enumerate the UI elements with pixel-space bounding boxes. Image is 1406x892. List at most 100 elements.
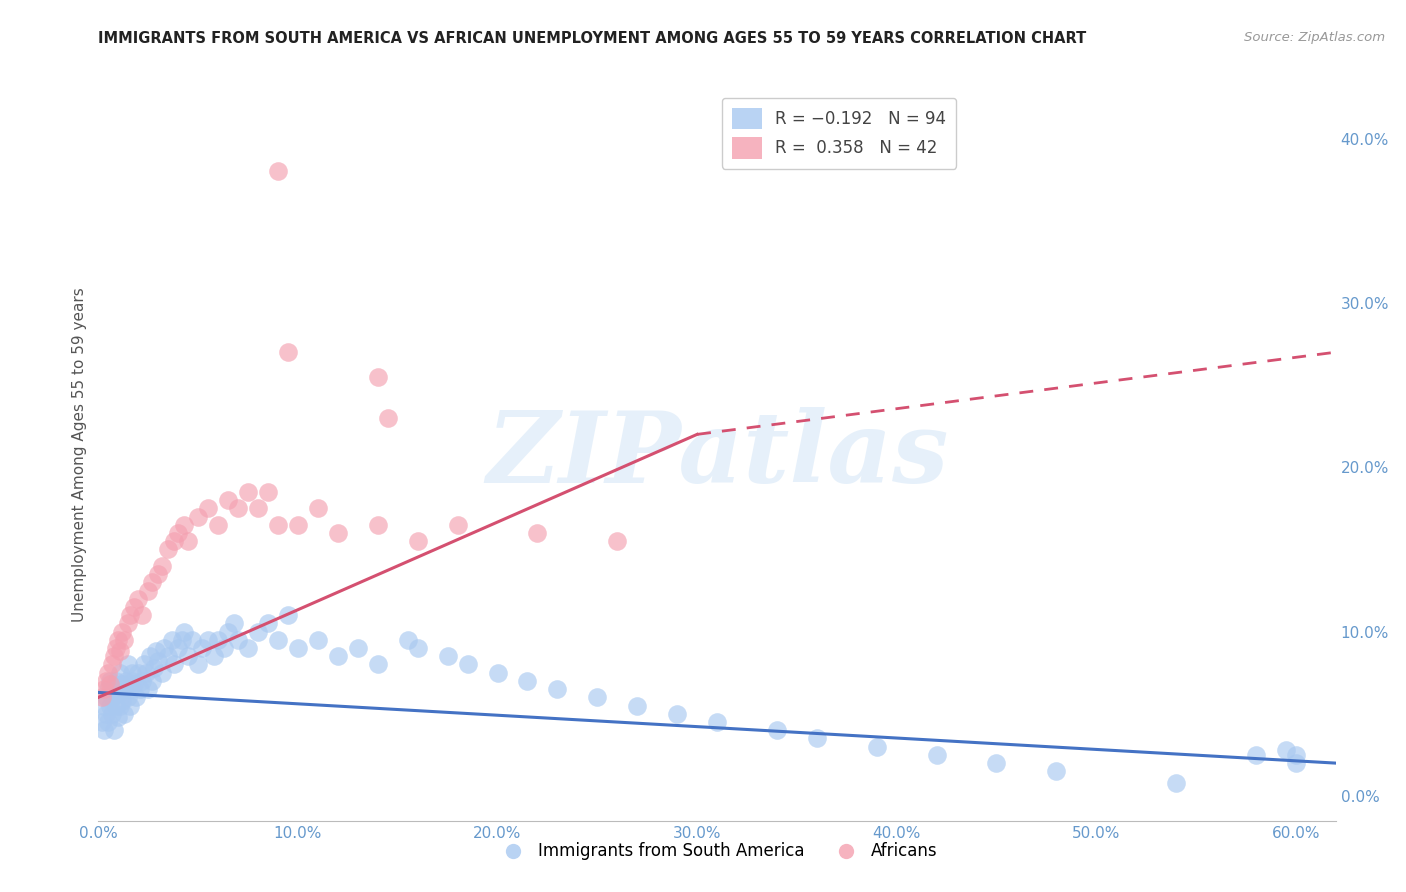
Point <box>131 608 153 623</box>
Point <box>167 526 190 541</box>
Point <box>367 517 389 532</box>
Y-axis label: Unemployment Among Ages 55 to 59 years: Unemployment Among Ages 55 to 59 years <box>72 287 87 623</box>
Point <box>93 723 115 738</box>
Point <box>117 616 139 631</box>
Point <box>181 632 204 647</box>
Point <box>148 567 170 582</box>
Point <box>326 649 349 664</box>
Point <box>177 534 200 549</box>
Point <box>112 706 135 721</box>
Point <box>436 649 458 664</box>
Point <box>516 673 538 688</box>
Point <box>1244 747 1267 762</box>
Point <box>267 632 290 647</box>
Point <box>121 673 143 688</box>
Point <box>117 690 139 705</box>
Point <box>136 682 159 697</box>
Point <box>486 665 509 680</box>
Point <box>111 624 134 639</box>
Point <box>307 632 329 647</box>
Point <box>1045 764 1067 779</box>
Point <box>101 657 124 672</box>
Point <box>277 608 299 623</box>
Point <box>307 501 329 516</box>
Point <box>91 714 114 729</box>
Point <box>100 698 122 713</box>
Point <box>173 517 195 532</box>
Point <box>163 657 186 672</box>
Point <box>125 690 148 705</box>
Point <box>112 682 135 697</box>
Point <box>287 641 309 656</box>
Point <box>124 599 146 614</box>
Point <box>191 641 214 656</box>
Point <box>666 706 689 721</box>
Point <box>226 632 249 647</box>
Point <box>96 706 118 721</box>
Point <box>107 710 129 724</box>
Text: IMMIGRANTS FROM SOUTH AMERICA VS AFRICAN UNEMPLOYMENT AMONG AGES 55 TO 59 YEARS : IMMIGRANTS FROM SOUTH AMERICA VS AFRICAN… <box>98 31 1087 46</box>
Point <box>167 641 190 656</box>
Point <box>153 641 176 656</box>
Point <box>157 542 180 557</box>
Point <box>257 616 280 631</box>
Point <box>110 665 132 680</box>
Point <box>112 632 135 647</box>
Point <box>110 698 132 713</box>
Point <box>377 411 399 425</box>
Point <box>97 682 120 697</box>
Point <box>107 687 129 701</box>
Point <box>986 756 1008 771</box>
Point <box>103 649 125 664</box>
Point <box>287 517 309 532</box>
Point <box>162 632 184 647</box>
Point <box>207 632 229 647</box>
Point <box>347 641 370 656</box>
Point <box>150 558 173 573</box>
Point <box>120 608 142 623</box>
Point <box>257 484 280 499</box>
Point <box>526 526 548 541</box>
Point <box>157 649 180 664</box>
Point <box>96 673 118 688</box>
Point <box>236 641 259 656</box>
Point <box>226 501 249 516</box>
Point <box>406 534 429 549</box>
Point <box>93 698 115 713</box>
Point <box>367 657 389 672</box>
Point <box>247 501 270 516</box>
Point <box>101 690 124 705</box>
Point <box>197 632 219 647</box>
Point <box>406 641 429 656</box>
Point <box>224 616 246 631</box>
Point <box>105 673 128 688</box>
Point <box>148 654 170 668</box>
Point <box>236 484 259 499</box>
Point <box>766 723 789 738</box>
Point <box>187 509 209 524</box>
Point <box>217 493 239 508</box>
Point <box>446 517 468 532</box>
Point <box>212 641 235 656</box>
Point <box>866 739 889 754</box>
Point <box>925 747 948 762</box>
Point <box>117 657 139 672</box>
Point <box>586 690 609 705</box>
Point <box>202 649 225 664</box>
Point <box>110 644 132 658</box>
Point <box>115 673 138 688</box>
Point <box>606 534 628 549</box>
Point <box>97 714 120 729</box>
Point <box>120 682 142 697</box>
Point <box>177 649 200 664</box>
Point <box>457 657 479 672</box>
Point <box>367 369 389 384</box>
Point <box>1164 776 1187 790</box>
Point <box>706 714 728 729</box>
Point <box>103 723 125 738</box>
Point <box>1275 743 1298 757</box>
Point <box>1285 747 1308 762</box>
Point <box>806 731 828 746</box>
Point <box>120 698 142 713</box>
Point <box>207 517 229 532</box>
